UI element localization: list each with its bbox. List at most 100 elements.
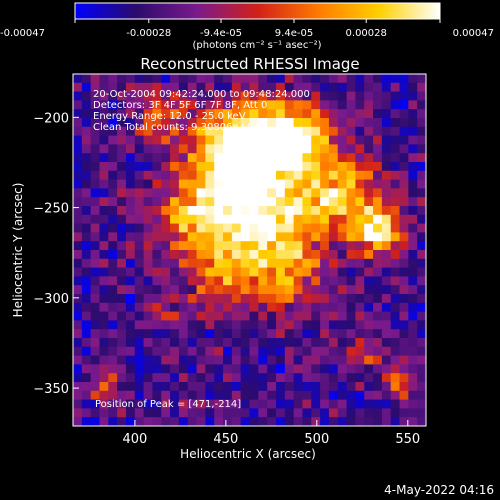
- heatmap-cell: [214, 74, 224, 84]
- heatmap-cell: [328, 179, 339, 189]
- heatmap-cell: [134, 144, 145, 154]
- heatmap-cell: [364, 135, 374, 145]
- heatmap-cell: [81, 382, 92, 392]
- heatmap-cell: [249, 346, 259, 357]
- heatmap-cell: [152, 390, 162, 401]
- heatmap-cell: [364, 223, 374, 233]
- heatmap-cell: [311, 232, 321, 242]
- heatmap-cell: [373, 82, 383, 93]
- heatmap-cell: [267, 241, 277, 251]
- heatmap-cell: [125, 417, 136, 426]
- heatmap-cell: [214, 188, 224, 198]
- heatmap-cell: [240, 250, 251, 260]
- heatmap-cell: [337, 241, 348, 251]
- heatmap-cell: [170, 82, 180, 93]
- heatmap-cell: [293, 338, 304, 348]
- heatmap-cell: [390, 162, 401, 172]
- heatmap-cell: [187, 206, 198, 216]
- heatmap-cell: [117, 135, 127, 145]
- heatmap-cell: [337, 206, 348, 216]
- heatmap-cell: [205, 223, 215, 233]
- heatmap-cell: [364, 373, 374, 383]
- heatmap-cell: [134, 355, 145, 365]
- heatmap-cell: [311, 399, 321, 409]
- heatmap-cell: [73, 329, 83, 339]
- heatmap-cell: [346, 338, 356, 348]
- heatmap-cell: [90, 170, 101, 181]
- heatmap-cell: [178, 311, 189, 321]
- heatmap-cell: [134, 346, 145, 357]
- heatmap-cell: [223, 311, 233, 321]
- heatmap-cell: [355, 100, 365, 110]
- y-tick-label: −200: [33, 111, 69, 126]
- heatmap-cell: [99, 382, 109, 392]
- heatmap-cell: [381, 74, 392, 84]
- heatmap-cell: [161, 232, 171, 242]
- heatmap-cell: [99, 188, 109, 198]
- heatmap-cell: [117, 74, 127, 84]
- heatmap-cell: [293, 417, 304, 426]
- heatmap-cell: [390, 126, 401, 137]
- heatmap-cell: [267, 126, 277, 137]
- heatmap-cell: [117, 144, 127, 154]
- heatmap-cell: [205, 276, 215, 286]
- heatmap-cell: [293, 144, 304, 154]
- heatmap-cell: [170, 162, 180, 172]
- heatmap-cell: [399, 179, 409, 189]
- heatmap-cell: [73, 399, 83, 409]
- heatmap-cell: [73, 74, 83, 84]
- heatmap-cell: [152, 373, 162, 383]
- heatmap-cell: [284, 118, 295, 128]
- heatmap-cell: [231, 294, 242, 304]
- heatmap-cell: [408, 197, 418, 207]
- heatmap-cell: [284, 223, 295, 233]
- heatmap-cell: [328, 329, 339, 339]
- heatmap-cell: [417, 408, 426, 418]
- heatmap-cell: [258, 162, 268, 172]
- heatmap-cell: [134, 109, 145, 119]
- heatmap-cell: [90, 82, 101, 93]
- heatmap-cell: [320, 346, 330, 357]
- heatmap-cell: [267, 82, 277, 93]
- heatmap-cell: [81, 144, 92, 154]
- heatmap-cell: [223, 408, 233, 418]
- heatmap-cell: [161, 417, 171, 426]
- heatmap-cell: [99, 144, 109, 154]
- header-line-time: 20-Oct-2004 09:42:24.000 to 09:48:24.000: [93, 89, 310, 100]
- heatmap-cell: [302, 311, 312, 321]
- heatmap-cell: [170, 399, 180, 409]
- heatmap-cell: [381, 197, 392, 207]
- heatmap-cell: [187, 135, 198, 145]
- heatmap-cell: [258, 276, 268, 286]
- heatmap-cell: [311, 250, 321, 260]
- heatmap-cell: [408, 329, 418, 339]
- heatmap-cell: [125, 100, 136, 110]
- heatmap-cell: [90, 250, 101, 260]
- heatmap-cell: [381, 329, 392, 339]
- heatmap-cell: [240, 276, 251, 286]
- heatmap-cell: [214, 390, 224, 401]
- heatmap-cell: [328, 223, 339, 233]
- heatmap-cell: [108, 170, 118, 181]
- heatmap-cell: [223, 338, 233, 348]
- heatmap-cell: [364, 179, 374, 189]
- heatmap-cell: [187, 267, 198, 277]
- heatmap-cell: [90, 206, 101, 216]
- heatmap-cell: [258, 364, 268, 374]
- heatmap-cell: [170, 294, 180, 304]
- heatmap-cell: [390, 188, 401, 198]
- heatmap-cell: [134, 373, 145, 383]
- heatmap-cell: [90, 338, 101, 348]
- heatmap-cell: [73, 364, 83, 374]
- heatmap-cell: [311, 82, 321, 93]
- heatmap-cell: [143, 214, 154, 225]
- heatmap-cell: [267, 258, 277, 269]
- heatmap-cell: [205, 162, 215, 172]
- heatmap-cell: [284, 162, 295, 172]
- heatmap-cell: [337, 294, 348, 304]
- heatmap-cell: [223, 126, 233, 137]
- heatmap-cell: [152, 82, 162, 93]
- heatmap-cell: [390, 373, 401, 383]
- heatmap-cell: [408, 382, 418, 392]
- heatmap-cell: [161, 153, 171, 163]
